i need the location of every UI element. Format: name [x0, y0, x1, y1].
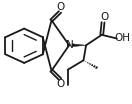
Polygon shape: [72, 44, 86, 47]
Text: O: O: [100, 12, 109, 22]
Text: OH: OH: [114, 33, 130, 43]
Text: O: O: [56, 2, 65, 12]
Text: N: N: [66, 40, 73, 50]
Text: O: O: [56, 79, 65, 89]
